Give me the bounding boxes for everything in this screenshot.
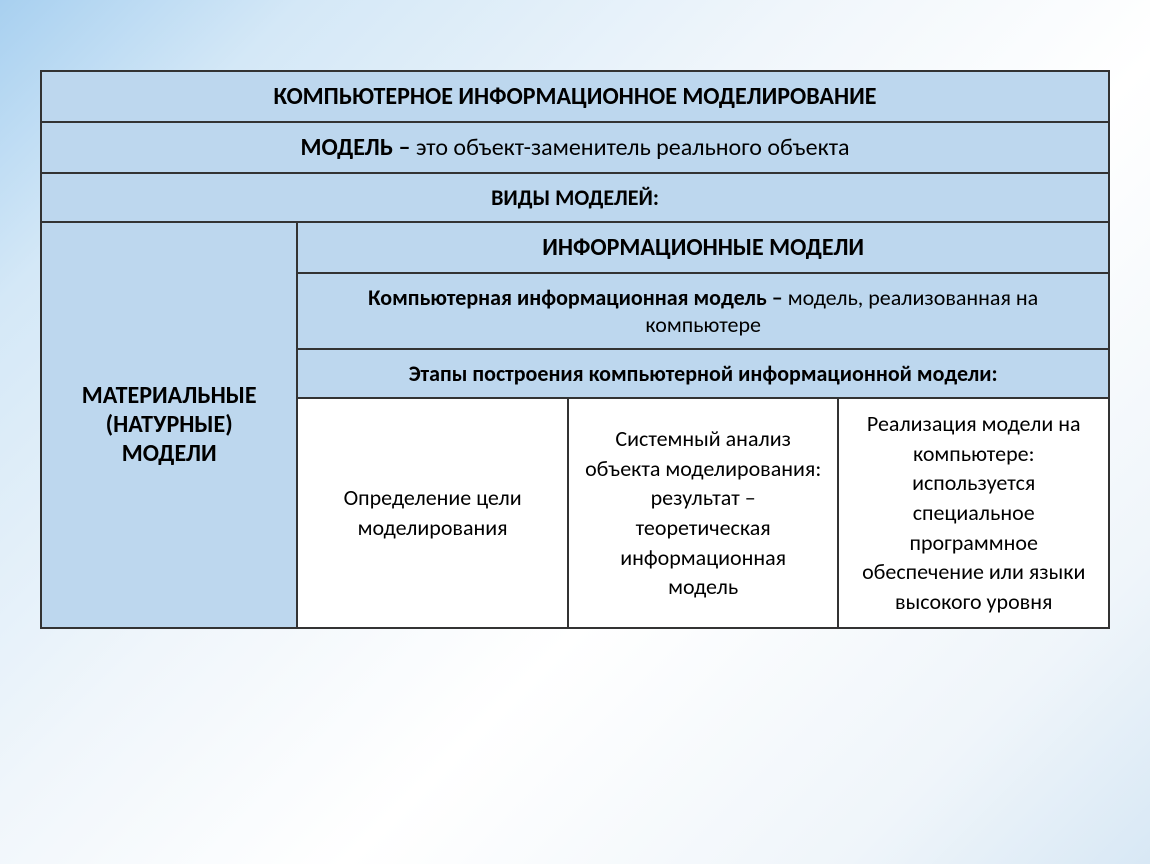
comp-info-definition: Компьютерная информационная модель – мод… <box>297 273 1109 349</box>
stage-3: Реализация модели на компьютере: использ… <box>838 398 1109 628</box>
info-models-header: ИНФОРМАЦИОННЫЕ МОДЕЛИ <box>297 222 1109 273</box>
table-title: КОМПЬЮТЕРНОЕ ИНФОРМАЦИОННОЕ МОДЕЛИРОВАНИ… <box>41 71 1109 122</box>
stage-2: Системный анализ объекта моделирования: … <box>568 398 839 628</box>
title-row: КОМПЬЮТЕРНОЕ ИНФОРМАЦИОННОЕ МОДЕЛИРОВАНИ… <box>41 71 1109 122</box>
model-def-bold: МОДЕЛЬ – <box>301 133 411 162</box>
categories-row: МАТЕРИАЛЬНЫЕ (НАТУРНЫЕ) МОДЕЛИ ИНФОРМАЦИ… <box>41 222 1109 273</box>
model-definition: МОДЕЛЬ – это объект-заменитель реального… <box>41 122 1109 173</box>
model-def-row: МОДЕЛЬ – это объект-заменитель реального… <box>41 122 1109 173</box>
modeling-table: КОМПЬЮТЕРНОЕ ИНФОРМАЦИОННОЕ МОДЕЛИРОВАНИ… <box>40 70 1110 629</box>
types-header: ВИДЫ МОДЕЛЕЙ: <box>41 173 1109 222</box>
material-models-header: МАТЕРИАЛЬНЫЕ (НАТУРНЫЕ) МОДЕЛИ <box>41 222 297 628</box>
comp-info-bold: Компьютерная информационная модель – <box>368 284 783 311</box>
model-def-rest: это объект-заменитель реального объекта <box>410 133 849 162</box>
types-row: ВИДЫ МОДЕЛЕЙ: <box>41 173 1109 222</box>
stages-header: Этапы построения компьютерной информацио… <box>297 349 1109 398</box>
stage-1: Определение цели моделирования <box>297 398 568 628</box>
